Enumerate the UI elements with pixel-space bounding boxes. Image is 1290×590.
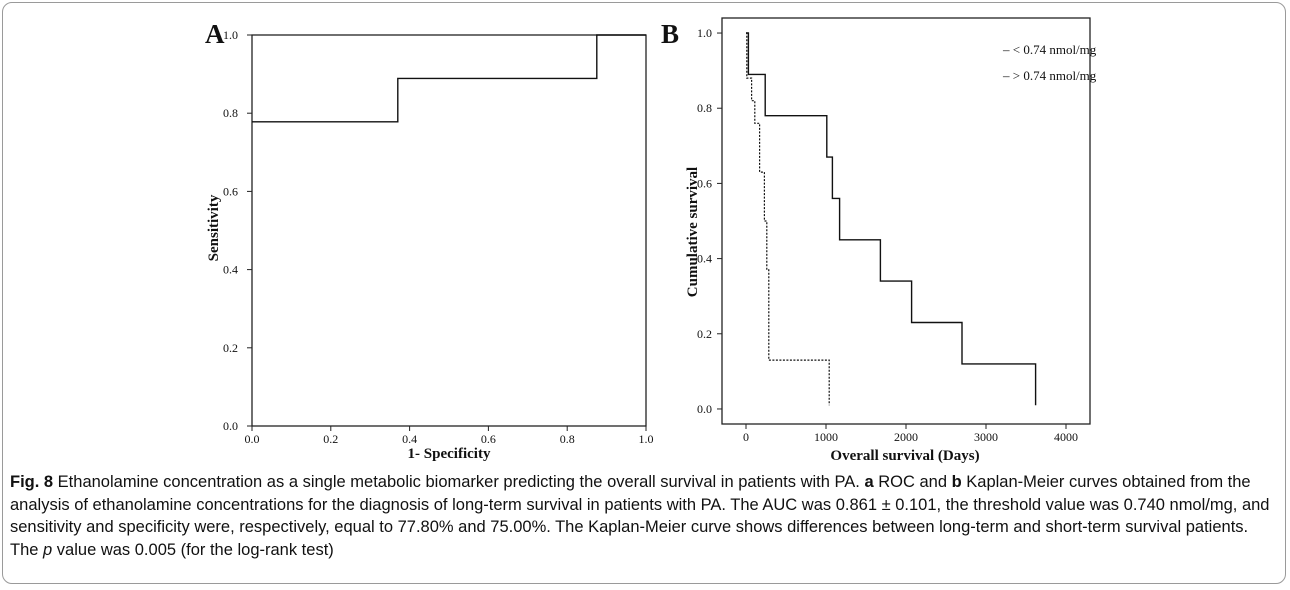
panel-a-plot-frame	[251, 34, 647, 427]
panel-b-x-tick-label: 1000	[814, 430, 838, 444]
panel-b-series-1-line	[746, 32, 1037, 406]
panel-b-x-axis-label: Overall survival (Days)	[830, 448, 979, 464]
caption-fig-label: Fig. 8	[10, 473, 54, 491]
panel-a-y-tick-label: 0.6	[223, 184, 238, 198]
panel-b-y-tick-label: 0.6	[697, 176, 712, 190]
panel-a-series-1-line	[252, 34, 646, 123]
panel-a-y-tick-label: 1.0	[223, 28, 238, 42]
figure-caption: Fig. 8 Ethanolamine concentration as a s…	[10, 471, 1278, 561]
caption-a-text: ROC and	[873, 473, 952, 491]
panel-a-x-tick-label: 0.4	[402, 432, 417, 446]
panel-b-x-tick-label: 4000	[1054, 430, 1078, 444]
panel-b-y-tick-label: 0.2	[697, 327, 712, 341]
panel-a-x-tick-label: 0.8	[560, 432, 575, 446]
caption-tail: value was 0.005 (for the log-rank test)	[52, 540, 334, 559]
caption-lead: Ethanolamine concentration as a single m…	[53, 473, 865, 491]
panel-b: B 0 1000 2000 3000 4000 0.0 0.2 0.4 0.6 0.8 1.0 Ov…	[661, 17, 1097, 464]
panel-a: A 0.0 0.2 0.4 0.6 0.8 1.0 0.0 0.2 0.4 0.6 0.8 1.0 1…	[205, 19, 654, 462]
legend: – < 0.74 nmol/mg – > 0.74 nmol/mg	[1002, 42, 1097, 83]
caption-p-symbol: p	[43, 540, 53, 559]
panel-a-y-axis-label: Sensitivity	[206, 194, 222, 261]
panel-a-x-tick-label: 0.6	[481, 432, 496, 446]
panel-b-x-tick-label: 2000	[894, 430, 918, 444]
legend-label-low: – < 0.74 nmol/mg	[1002, 42, 1097, 57]
panel-b-y-tick-label: 0.8	[697, 101, 712, 115]
panel-b-y-tick-label: 0.0	[697, 402, 712, 416]
panel-a-y-tick-label: 0.0	[223, 419, 238, 433]
panel-a-y-tick-label: 0.2	[223, 341, 238, 355]
panel-a-y-tick-label: 0.4	[223, 263, 238, 277]
panel-a-label: A	[205, 19, 225, 49]
legend-label-high: – > 0.74 nmol/mg	[1002, 68, 1097, 83]
panel-a-x-axis-label: 1- Specificity	[408, 446, 491, 462]
panel-b-y-tick-label: 1.0	[697, 26, 712, 40]
panel-b-series-2-line	[746, 32, 830, 406]
caption-a-label: a	[864, 473, 874, 491]
panel-a-y-tick-label: 0.8	[223, 106, 238, 120]
panel-b-y-tick-label: 0.4	[697, 252, 712, 266]
caption-b-text: Kaplan-Meier curves obtained from the an…	[10, 473, 1270, 559]
panel-a-x-tick-label: 0.0	[245, 432, 260, 446]
caption-b-label: b	[951, 473, 962, 491]
panel-b-y-axis-label: Cumulative survival	[685, 167, 701, 297]
figure-charts: A 0.0 0.2 0.4 0.6 0.8 1.0 0.0 0.2 0.4 0.6 0.8 1.0 1…	[205, 17, 1097, 464]
panel-a-x-tick-label: 1.0	[639, 432, 654, 446]
panel-b-label: B	[661, 19, 679, 49]
panel-a-x-tick-label: 0.2	[323, 432, 338, 446]
panel-b-x-tick-label: 0	[743, 430, 749, 444]
panel-b-x-tick-label: 3000	[974, 430, 998, 444]
